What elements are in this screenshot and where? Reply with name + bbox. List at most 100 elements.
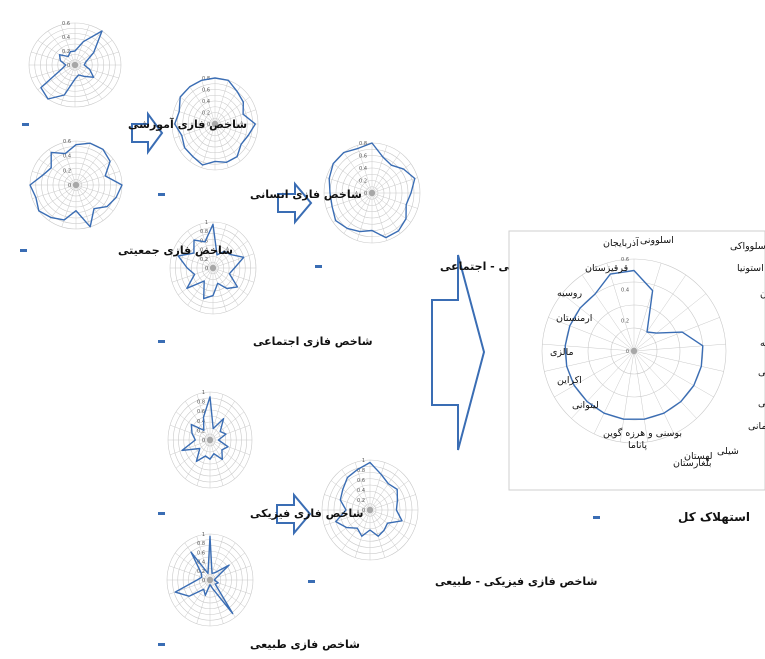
grid-spoke	[37, 40, 76, 66]
grid-spoke	[199, 267, 214, 312]
grid-spoke	[212, 267, 227, 312]
tick-label: 0.8	[197, 541, 205, 547]
tick-label: 0	[68, 183, 71, 189]
grid-spoke	[178, 267, 214, 296]
center-dot	[72, 181, 80, 189]
category-label: استونیا	[737, 263, 764, 274]
grid-spoke	[196, 579, 211, 624]
caption-text: شاخص فازی طبیعی	[250, 638, 360, 651]
grid-spoke	[214, 123, 241, 162]
grid-spoke	[593, 350, 635, 434]
caption-tabiei: شاخص فازی طبیعی	[158, 638, 360, 651]
small-radar-amoozeshi: 0.6 0.4 0.2 0	[28, 21, 122, 108]
tick-label: 0	[364, 191, 367, 197]
series-line	[177, 223, 245, 300]
tick-label: 0.8	[200, 229, 208, 235]
arrow-to-ensani	[131, 110, 164, 156]
caption-total: استهلاک کل	[593, 510, 750, 524]
tick-label: 0.2	[359, 179, 367, 185]
center-dot	[366, 506, 374, 514]
center-dot	[206, 576, 214, 584]
series-line	[40, 30, 103, 100]
grid-spoke	[74, 64, 119, 79]
grid-spoke	[75, 184, 120, 199]
grid-spoke	[74, 64, 103, 100]
grid-spoke	[74, 51, 119, 66]
tick-label: 0.2	[357, 498, 365, 504]
grid-spoke	[581, 274, 635, 352]
grid-spoke	[185, 439, 211, 479]
grid-spoke	[633, 317, 720, 352]
grid-spoke	[571, 350, 635, 419]
caption-jamiyati: شاخص فازی جمعیتی	[20, 244, 233, 257]
grid-spoke	[369, 509, 386, 558]
tick-label: 1	[362, 458, 365, 464]
grid-spoke	[548, 317, 635, 352]
grid-spoke	[209, 411, 245, 441]
caption-text: شاخص فازی فیزیکی	[250, 507, 363, 520]
grid-spoke	[196, 439, 211, 486]
grid-spoke	[180, 123, 216, 152]
tick-label: 0.4	[63, 154, 71, 160]
flow-arrows	[131, 110, 486, 536]
caption-text: شاخص فازی آموزشی	[128, 117, 247, 131]
grid-spoke	[369, 494, 416, 511]
tick-label: 0	[362, 508, 365, 514]
category-label: مالزی	[550, 347, 574, 358]
total-chart-panel: 0.6 0.4 0.2 0 اسلوونی اسلوواکی استونیا مجارستان…	[508, 230, 765, 491]
grid-spoke	[356, 145, 373, 194]
grid-spoke	[184, 579, 211, 618]
grid-spoke	[214, 123, 229, 168]
grid-spoke	[178, 240, 214, 269]
grid-spoke	[371, 163, 411, 194]
grid-spoke	[214, 109, 256, 125]
grid-spoke	[74, 64, 90, 106]
legend-marker	[308, 580, 315, 583]
tick-label: 0.2	[202, 111, 210, 117]
category-label: بوسنی و هرزه گوین	[603, 427, 682, 439]
grid-spoke	[201, 123, 216, 168]
center-dot	[71, 61, 79, 69]
series-line	[181, 396, 229, 463]
small-radar-fiziki-tabiei: 1 0.8 0.6 0.4 0.2 0	[321, 458, 419, 561]
grid-spoke	[175, 552, 211, 581]
category-label: ارمنستان	[556, 313, 592, 324]
grid-spoke	[60, 24, 76, 66]
grid-spoke	[341, 509, 371, 551]
tick-label: 0	[205, 266, 208, 272]
legend-marker	[158, 193, 165, 196]
grid-spoke	[209, 439, 224, 486]
tick-label: 0.8	[359, 141, 367, 147]
small-radar-ejtemaei: 10.80.60.40.20	[169, 220, 257, 315]
caption-text: شاخص فازی انسانی	[250, 188, 362, 201]
legend-marker	[158, 340, 165, 343]
caption-amoozeshi: شاخص فازی آموزشی	[22, 117, 247, 131]
tick-label: 0.2	[63, 168, 71, 174]
category-label: لیتوانی	[572, 400, 599, 411]
grid-spoke	[48, 149, 77, 186]
grid-spoke	[212, 267, 248, 296]
tick-label: 0.8	[357, 468, 365, 474]
tick-label: 0	[207, 122, 210, 128]
grid-spoke	[189, 86, 216, 125]
grid-spoke	[169, 424, 211, 441]
legend-marker	[158, 643, 165, 646]
center-dot	[630, 347, 638, 355]
grid-spoke	[75, 149, 104, 186]
arrow-to-total	[431, 254, 486, 451]
grid-spoke	[633, 350, 648, 443]
grid-spoke	[74, 30, 103, 66]
small-radar-ensani: 0.80.60.40.20	[171, 76, 259, 171]
grid-spoke	[209, 439, 251, 456]
legend-marker	[315, 265, 322, 268]
arrow-to-fiziki-tabiei	[276, 492, 312, 536]
center-dot	[211, 120, 219, 128]
small-radar-ensani-ejtemaei: 0.8 0.6 0.4 0.2 0	[323, 141, 421, 244]
grid-spoke	[47, 64, 76, 100]
tick-label: 0	[626, 349, 629, 355]
tick-label: 0.6	[197, 550, 205, 556]
tick-label: 0.4	[62, 35, 70, 41]
tick-label: 0.2	[62, 49, 70, 55]
grid-spoke	[343, 152, 373, 194]
grid-spoke	[633, 350, 724, 372]
